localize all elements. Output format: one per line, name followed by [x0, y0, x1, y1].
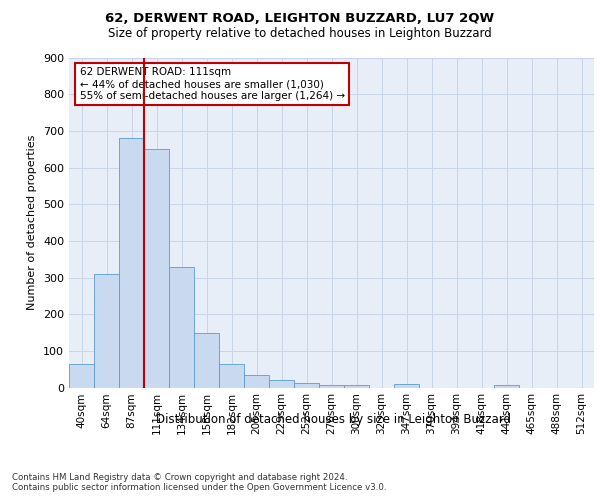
Bar	[319, 384, 344, 388]
Text: Contains HM Land Registry data © Crown copyright and database right 2024.: Contains HM Land Registry data © Crown c…	[12, 472, 347, 482]
Bar	[219, 364, 244, 388]
Bar	[169, 266, 194, 388]
Bar	[269, 380, 294, 388]
Bar	[494, 384, 519, 388]
Text: 62, DERWENT ROAD, LEIGHTON BUZZARD, LU7 2QW: 62, DERWENT ROAD, LEIGHTON BUZZARD, LU7 …	[106, 12, 494, 26]
Bar	[119, 138, 144, 388]
Bar	[69, 364, 94, 388]
Text: Size of property relative to detached houses in Leighton Buzzard: Size of property relative to detached ho…	[108, 28, 492, 40]
Bar	[244, 376, 269, 388]
Bar	[94, 274, 119, 388]
Bar	[144, 149, 169, 388]
Bar	[344, 384, 369, 388]
Text: Distribution of detached houses by size in Leighton Buzzard: Distribution of detached houses by size …	[155, 412, 511, 426]
Text: 62 DERWENT ROAD: 111sqm
← 44% of detached houses are smaller (1,030)
55% of semi: 62 DERWENT ROAD: 111sqm ← 44% of detache…	[79, 68, 344, 100]
Text: Contains public sector information licensed under the Open Government Licence v3: Contains public sector information licen…	[12, 484, 386, 492]
Bar	[194, 332, 219, 388]
Bar	[294, 383, 319, 388]
Y-axis label: Number of detached properties: Number of detached properties	[28, 135, 37, 310]
Bar	[394, 384, 419, 388]
